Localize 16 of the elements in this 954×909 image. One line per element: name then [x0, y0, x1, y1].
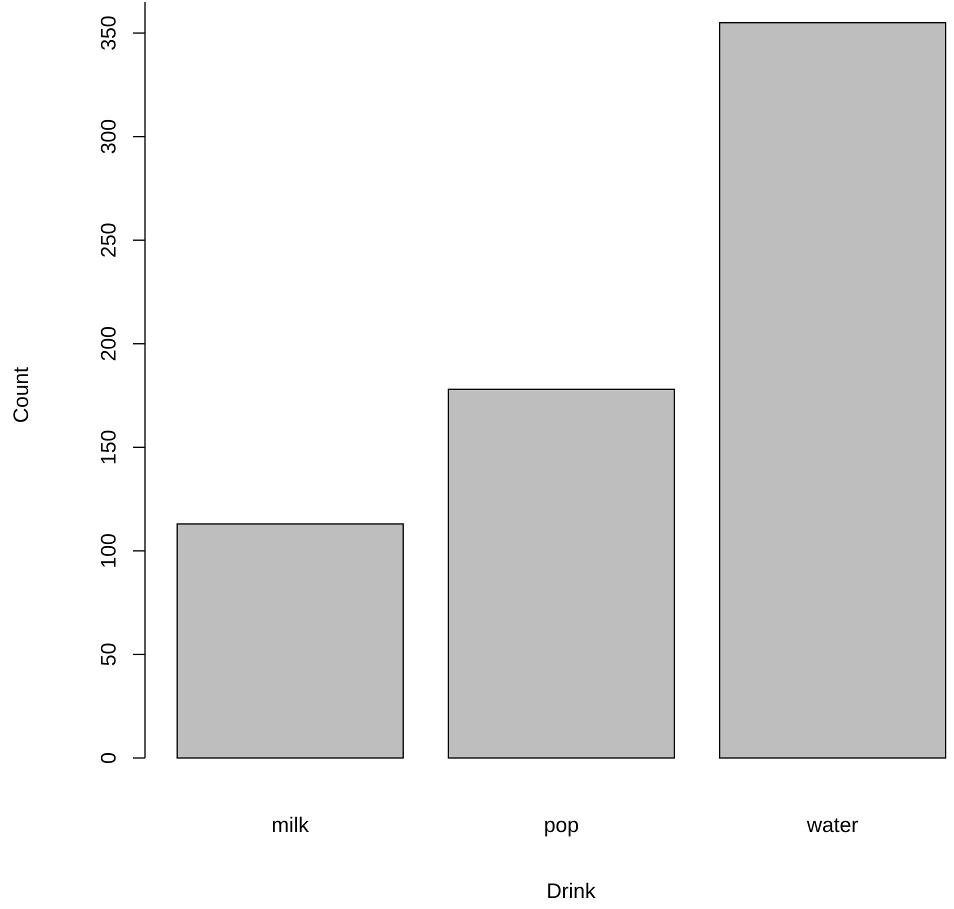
y-tick-label: 150: [97, 430, 120, 465]
y-tick-label: 100: [97, 533, 120, 568]
y-tick-label: 350: [97, 16, 120, 51]
y-tick-label: 50: [97, 642, 120, 666]
x-tick-label: water: [806, 814, 858, 837]
x-axis-title: Drink: [546, 880, 596, 903]
bar: [176, 523, 404, 759]
y-tick-label: 300: [97, 119, 120, 154]
x-tick-label: milk: [272, 814, 310, 837]
bar: [718, 22, 946, 759]
y-tick-label: 0: [97, 752, 120, 764]
x-tick-label: pop: [544, 814, 579, 837]
y-axis-title: Count: [10, 366, 33, 424]
bar: [448, 388, 676, 759]
y-tick-label: 200: [97, 326, 120, 362]
y-tick-label: 250: [97, 222, 120, 258]
